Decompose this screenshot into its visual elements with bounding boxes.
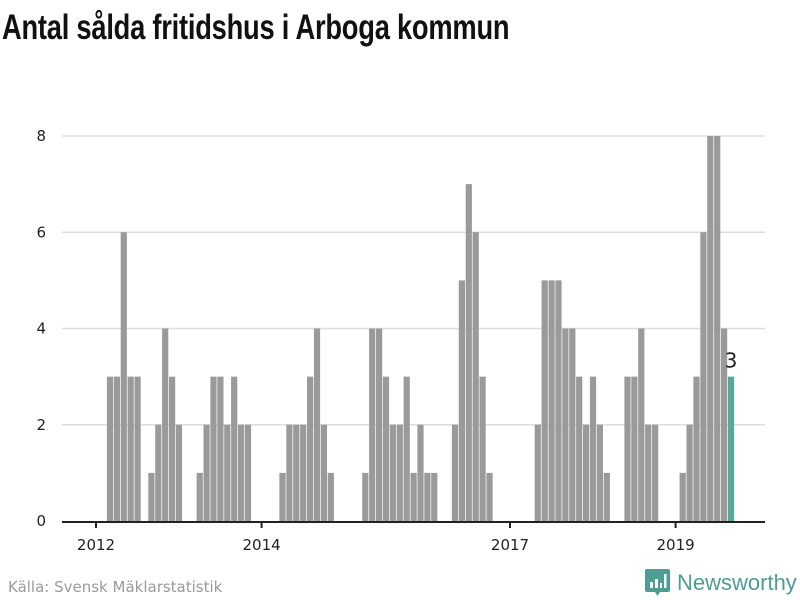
bar	[313, 328, 321, 521]
bar	[169, 376, 176, 521]
newsworthy-logo[interactable]: Newsworthy	[645, 569, 797, 597]
bar	[555, 280, 562, 521]
bar	[562, 328, 569, 521]
bar	[320, 424, 327, 521]
source-note: Källa: Svensk Mäklarstatistik	[8, 578, 223, 596]
bar	[175, 424, 183, 521]
bar	[576, 376, 583, 521]
bar	[120, 232, 127, 521]
bar	[548, 280, 555, 521]
bar	[686, 424, 693, 521]
bar	[714, 136, 721, 521]
bar	[472, 232, 479, 521]
x-tick-label: 2019	[657, 536, 695, 554]
bar	[679, 472, 686, 521]
bar	[589, 376, 597, 521]
bar	[721, 328, 728, 521]
y-tick-label: 2	[36, 416, 46, 434]
bar	[382, 376, 390, 521]
bar	[203, 424, 210, 521]
chart-title: Antal sålda fritidshus i Arboga kommun	[2, 8, 510, 47]
bar	[155, 424, 162, 521]
bar	[403, 376, 410, 521]
bar	[458, 280, 465, 521]
bar	[127, 376, 134, 521]
bar	[645, 424, 652, 521]
bar	[431, 472, 438, 521]
bar	[231, 376, 238, 521]
bar	[486, 472, 493, 521]
latest-value-label: 3	[725, 349, 738, 373]
bar-latest	[727, 376, 735, 521]
newsworthy-logo-icon	[645, 569, 670, 596]
bar	[286, 424, 293, 521]
bar	[479, 376, 486, 521]
bar	[217, 376, 224, 521]
brand-name: Newsworthy	[677, 570, 797, 595]
bar	[148, 472, 155, 521]
bar	[569, 328, 576, 521]
bar	[596, 424, 603, 521]
bar	[238, 424, 245, 521]
bar	[603, 472, 610, 521]
bar	[424, 472, 431, 521]
bar	[465, 184, 472, 521]
x-tick-label: 2017	[491, 536, 529, 554]
bar	[376, 328, 383, 521]
bar	[638, 328, 645, 521]
bar	[362, 472, 369, 521]
bar	[652, 424, 659, 521]
bar	[700, 232, 707, 521]
bar	[300, 424, 307, 521]
bar	[307, 376, 314, 521]
bar	[583, 424, 590, 521]
y-tick-label: 4	[36, 320, 46, 338]
bar	[631, 376, 638, 521]
bar	[396, 424, 403, 521]
bar	[541, 280, 548, 521]
bar	[369, 328, 376, 521]
bar	[624, 376, 631, 521]
bar	[707, 136, 714, 521]
bar	[162, 328, 169, 521]
bar	[113, 376, 120, 521]
bar	[106, 376, 114, 521]
bars	[106, 136, 735, 521]
y-tick-label: 0	[36, 512, 46, 530]
bar	[279, 472, 286, 521]
bar	[134, 376, 141, 521]
y-tick-label: 8	[36, 127, 46, 145]
x-tick-label: 2012	[77, 536, 115, 554]
bar	[451, 424, 459, 521]
bar	[244, 424, 252, 521]
x-tick-label: 2014	[243, 536, 281, 554]
bar	[410, 472, 417, 521]
bar	[196, 472, 203, 521]
bar	[210, 376, 217, 521]
axes: 0 2 4 6 8 3 2012 2014 2017 2019	[36, 127, 765, 554]
bar	[417, 424, 424, 521]
y-tick-label: 6	[36, 223, 46, 241]
bar	[534, 424, 541, 521]
bar	[224, 424, 231, 521]
bar	[327, 472, 334, 521]
bar	[693, 376, 700, 521]
bar	[389, 424, 396, 521]
bar	[293, 424, 300, 521]
